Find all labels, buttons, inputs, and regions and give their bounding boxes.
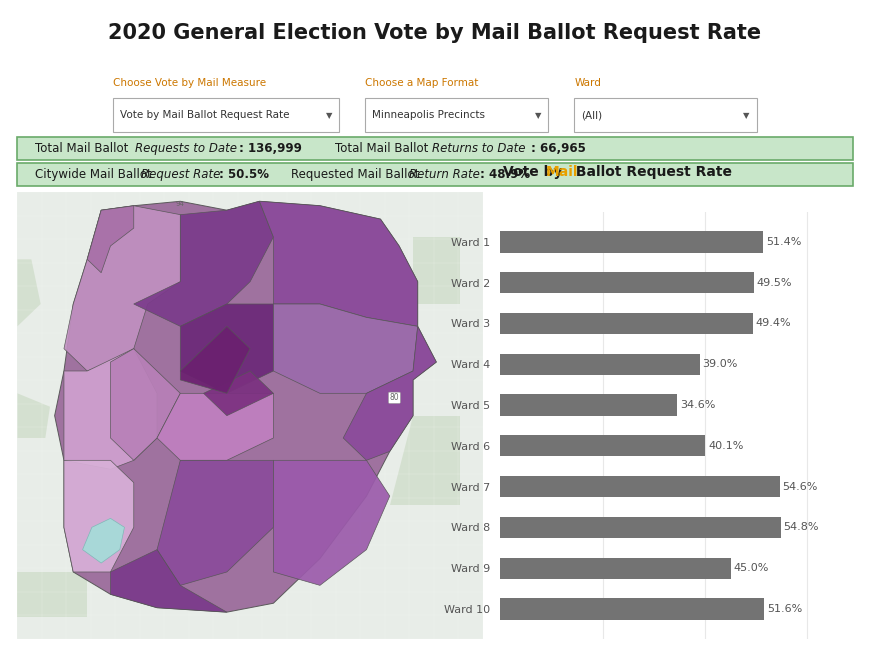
Text: Total Mail Ballot: Total Mail Ballot	[335, 142, 432, 155]
Text: Request Rate: Request Rate	[141, 168, 220, 181]
Text: : 50.5%: : 50.5%	[219, 168, 269, 181]
Polygon shape	[64, 349, 157, 469]
Text: Total Mail Ballot: Total Mail Ballot	[35, 142, 132, 155]
Polygon shape	[157, 460, 273, 585]
Polygon shape	[134, 201, 273, 326]
Text: Requested Mail Ballot: Requested Mail Ballot	[291, 168, 423, 181]
Polygon shape	[413, 237, 459, 304]
Text: Vote by Mail Ballot Request Rate: Vote by Mail Ballot Request Rate	[120, 110, 289, 121]
Polygon shape	[17, 393, 50, 438]
Polygon shape	[157, 393, 273, 460]
Polygon shape	[17, 572, 87, 617]
Bar	[500, 272, 753, 293]
Text: Requests to Date: Requests to Date	[135, 142, 236, 155]
Polygon shape	[55, 201, 436, 612]
Text: ▼: ▼	[534, 111, 541, 120]
Text: (All): (All)	[580, 110, 601, 121]
Text: Choose Vote by Mail Measure: Choose Vote by Mail Measure	[113, 78, 266, 88]
Text: Returns to Date: Returns to Date	[432, 142, 525, 155]
Bar	[500, 353, 699, 375]
Bar	[500, 599, 764, 619]
Polygon shape	[342, 326, 436, 460]
Polygon shape	[83, 518, 124, 563]
Polygon shape	[180, 326, 250, 393]
Text: 34.6%: 34.6%	[679, 400, 714, 410]
Text: : 48.9%: : 48.9%	[480, 168, 530, 181]
Bar	[500, 313, 753, 334]
Polygon shape	[259, 201, 417, 326]
Text: : 136,999: : 136,999	[239, 142, 302, 155]
Text: Mail: Mail	[545, 166, 577, 179]
Text: 54.6%: 54.6%	[781, 482, 817, 492]
Polygon shape	[64, 460, 134, 572]
Polygon shape	[273, 304, 417, 393]
Text: 49.4%: 49.4%	[755, 318, 790, 329]
Text: Vote by: Vote by	[502, 166, 567, 179]
Polygon shape	[110, 349, 180, 460]
Text: 40.1%: 40.1%	[707, 441, 742, 451]
Text: 45.0%: 45.0%	[733, 563, 767, 573]
Polygon shape	[87, 206, 134, 273]
Text: Ward: Ward	[574, 78, 600, 88]
Text: 2020 General Election Vote by Mail Ballot Request Rate: 2020 General Election Vote by Mail Ballo…	[109, 23, 760, 43]
Text: 51.4%: 51.4%	[765, 237, 800, 247]
Bar	[500, 394, 677, 415]
Polygon shape	[389, 416, 459, 505]
Text: Citywide Mail Ballot: Citywide Mail Ballot	[35, 168, 156, 181]
Text: 54.8%: 54.8%	[782, 522, 818, 533]
Polygon shape	[203, 371, 273, 416]
Text: ▼: ▼	[326, 111, 332, 120]
Text: Return Rate: Return Rate	[408, 168, 479, 181]
Text: : 66,965: : 66,965	[530, 142, 585, 155]
Text: 49.5%: 49.5%	[755, 278, 791, 288]
Polygon shape	[64, 206, 180, 371]
Text: Minneapolis Precincts: Minneapolis Precincts	[372, 110, 485, 121]
Bar	[500, 557, 730, 579]
Bar	[500, 436, 705, 456]
Bar	[500, 476, 779, 497]
Text: Ballot Request Rate: Ballot Request Rate	[570, 166, 731, 179]
Bar	[500, 231, 762, 252]
Text: Choose a Map Format: Choose a Map Format	[365, 78, 478, 88]
Polygon shape	[110, 550, 227, 612]
Text: ▼: ▼	[743, 111, 749, 120]
Text: 51.6%: 51.6%	[766, 604, 801, 614]
Polygon shape	[180, 304, 273, 393]
Text: 80: 80	[389, 393, 399, 402]
Polygon shape	[273, 460, 389, 585]
Text: 39.0%: 39.0%	[701, 359, 737, 369]
Polygon shape	[17, 259, 41, 326]
Bar	[500, 517, 779, 538]
Text: 94: 94	[176, 201, 184, 207]
